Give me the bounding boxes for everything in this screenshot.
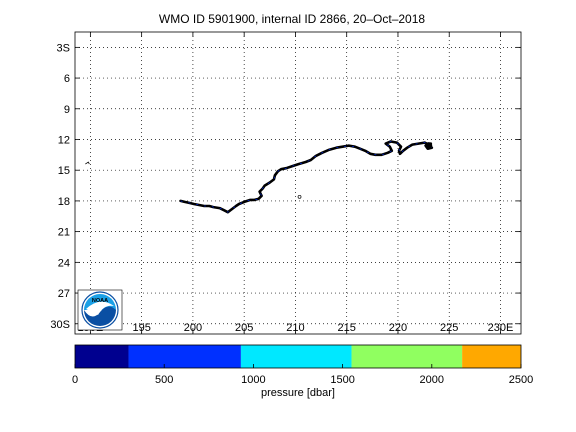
colorbar-tick-label: 1000 xyxy=(241,374,265,386)
lon-tick-label: 215 xyxy=(338,322,356,334)
island-features xyxy=(85,161,302,199)
colorbar-tick-labels: 0 500 1000 1500 2000 2500 xyxy=(72,374,533,386)
colorbar-tick-label: 2000 xyxy=(420,374,444,386)
colorbar-tick-label: 1500 xyxy=(330,374,354,386)
lat-tick-label: 3S xyxy=(57,42,70,54)
lon-tick-label: 230E xyxy=(488,322,514,334)
lon-tick-label: 210 xyxy=(286,322,304,334)
lon-tick-label: 200 xyxy=(184,322,202,334)
island xyxy=(297,194,302,199)
colorbar-segment xyxy=(128,345,241,368)
logo-text: NOAA xyxy=(92,298,108,304)
latitude-tick-labels: 3S 6 9 12 15 18 21 24 27 30S xyxy=(50,42,70,330)
colorbar-frame xyxy=(74,344,522,369)
colorbar-segment xyxy=(462,345,521,368)
lat-tick-label: 9 xyxy=(64,104,70,116)
colorbar-tick-label: 500 xyxy=(155,374,173,386)
lon-tick-label: 220 xyxy=(389,322,407,334)
colorbar-segment xyxy=(240,345,352,368)
lat-tick-label: 12 xyxy=(58,134,70,146)
float-track xyxy=(179,140,434,214)
lon-tick-label: 205 xyxy=(235,322,253,334)
logo-gull-icon xyxy=(86,301,114,315)
noaa-logo: NOAA xyxy=(77,289,123,331)
colorbar-segment xyxy=(351,345,463,368)
lat-tick-label: 30S xyxy=(50,319,70,331)
logo-sea xyxy=(84,306,116,326)
lon-tick-label: 195 xyxy=(132,322,150,334)
lat-tick-label: 21 xyxy=(58,227,70,239)
lat-tick-label: 15 xyxy=(58,165,70,177)
track-line xyxy=(179,140,434,214)
lat-tick-label: 27 xyxy=(58,288,70,300)
map-grid xyxy=(75,32,521,334)
lat-tick-label: 24 xyxy=(58,257,70,269)
colorbar-tick-label: 2500 xyxy=(509,374,533,386)
colorbar-segment xyxy=(75,345,129,368)
map-background xyxy=(75,32,521,334)
map-frame xyxy=(74,31,522,335)
track-end-marker xyxy=(425,142,433,150)
island xyxy=(85,161,90,165)
colorbar-label: pressure [dbar] xyxy=(261,387,335,399)
colorbar-tick-label: 0 xyxy=(72,374,78,386)
lon-tick-label: 225 xyxy=(440,322,458,334)
lat-tick-label: 6 xyxy=(64,73,70,85)
figure-title: WMO ID 5901900, internal ID 2866, 20–Oct… xyxy=(159,12,425,26)
colorbar xyxy=(74,345,522,368)
longitude-tick-labels: 190E195200205210215220225230E xyxy=(78,322,514,334)
lat-tick-label: 18 xyxy=(58,196,70,208)
